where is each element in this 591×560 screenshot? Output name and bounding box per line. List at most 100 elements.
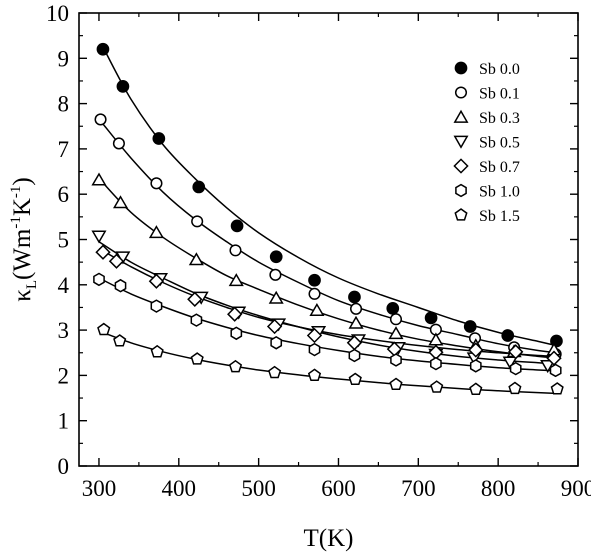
- data-point: [348, 315, 364, 329]
- y-axis-superscript-2: -1: [8, 186, 24, 199]
- data-point: [150, 299, 163, 313]
- data-point: [114, 278, 127, 293]
- series-points: [97, 322, 564, 396]
- y-tick-label: 5: [58, 228, 70, 253]
- x-tick-label: 300: [82, 476, 117, 501]
- fit-curve: [98, 247, 559, 358]
- legend-label: Sb 1.5: [479, 208, 520, 225]
- legend: Sb 0.0 Sb 0.1 Sb 0.3 Sb 0.5 Sb 0.7 Sb 1.0 Sb 1…: [453, 61, 520, 225]
- data-point: [268, 290, 284, 304]
- data-point: [152, 132, 166, 145]
- x-tick-label: 800: [481, 476, 516, 501]
- data-point: [187, 291, 203, 307]
- y-tick-label: 4: [58, 273, 70, 298]
- data-point: [270, 336, 283, 350]
- y-tick-label: 10: [46, 1, 69, 26]
- series-points: [96, 42, 563, 348]
- data-point: [349, 302, 363, 315]
- data-point: [428, 332, 444, 346]
- data-point: [386, 302, 400, 315]
- legend-label: Sb 0.3: [479, 110, 520, 127]
- y-axis-unit-mid: K: [9, 198, 36, 216]
- legend-marker: [453, 109, 469, 123]
- y-axis-superscript-1: -1: [8, 216, 24, 229]
- data-point: [389, 313, 403, 326]
- data-points: [91, 42, 564, 396]
- data-point: [346, 335, 363, 351]
- y-axis-title: κL(Wm-1K-1): [8, 177, 40, 302]
- data-point: [91, 230, 107, 244]
- data-point: [113, 195, 129, 209]
- data-point: [348, 348, 361, 363]
- data-point: [91, 172, 107, 186]
- data-point: [389, 377, 403, 391]
- legend-marker: [454, 86, 468, 99]
- data-point: [424, 311, 438, 325]
- data-point: [116, 80, 130, 93]
- y-tick-label: 6: [58, 182, 70, 207]
- data-point: [191, 215, 204, 228]
- data-point: [266, 318, 283, 335]
- fit-curve: [102, 46, 559, 347]
- data-point: [229, 244, 242, 257]
- data-point: [540, 360, 556, 374]
- data-point: [190, 352, 204, 365]
- x-tick-label: 900: [561, 476, 591, 501]
- data-point: [388, 326, 404, 340]
- legend-label: Sb 0.1: [479, 86, 520, 103]
- y-tick-label: 8: [58, 92, 70, 117]
- data-point: [112, 137, 125, 150]
- plot-frame: [78, 12, 579, 467]
- y-axis-unit-close: ): [9, 177, 36, 185]
- data-point: [508, 344, 524, 360]
- series-points: [93, 272, 562, 378]
- legend-item: Sb 0.0: [454, 61, 520, 78]
- data-point: [108, 253, 125, 269]
- data-point: [230, 219, 244, 233]
- data-point: [188, 252, 204, 266]
- legend-label: Sb 0.0: [479, 61, 520, 78]
- data-point: [428, 344, 444, 360]
- data-point: [227, 306, 243, 322]
- legend-item: Sb 1.5: [454, 208, 520, 225]
- legend-label: Sb 0.5: [479, 135, 520, 152]
- data-point: [306, 327, 323, 344]
- data-point: [468, 342, 484, 358]
- legend-marker: [455, 183, 467, 198]
- data-point: [230, 326, 243, 341]
- data-point: [95, 244, 111, 260]
- x-tick-label: 500: [241, 476, 276, 501]
- y-tick-label: 9: [58, 46, 70, 71]
- legend-item: Sb 0.1: [454, 86, 520, 103]
- y-axis-subscript: L: [24, 280, 40, 289]
- data-point: [550, 382, 564, 395]
- legend-marker: [454, 208, 468, 221]
- data-point: [150, 177, 163, 190]
- data-point: [93, 272, 105, 287]
- legend-marker: [453, 135, 469, 149]
- data-point: [430, 380, 444, 393]
- fit-curve: [98, 241, 555, 365]
- data-point: [307, 368, 322, 382]
- y-tick-label: 3: [58, 318, 70, 343]
- data-point: [550, 334, 563, 348]
- data-point: [228, 359, 243, 373]
- data-point: [509, 361, 522, 376]
- y-tick-label: 7: [58, 137, 70, 162]
- series-points: [91, 172, 562, 358]
- data-point: [269, 268, 282, 281]
- data-point: [469, 382, 483, 396]
- data-point: [463, 320, 477, 333]
- data-point: [501, 329, 515, 342]
- data-point: [508, 381, 522, 395]
- data-point: [148, 225, 165, 239]
- legend-item: Sb 0.5: [453, 135, 520, 152]
- legend-label: Sb 1.0: [479, 184, 520, 201]
- data-point: [192, 180, 206, 194]
- data-point: [546, 350, 562, 366]
- data-point: [390, 353, 402, 367]
- data-point: [308, 273, 321, 287]
- data-point: [469, 359, 482, 373]
- legend-marker: [454, 61, 468, 75]
